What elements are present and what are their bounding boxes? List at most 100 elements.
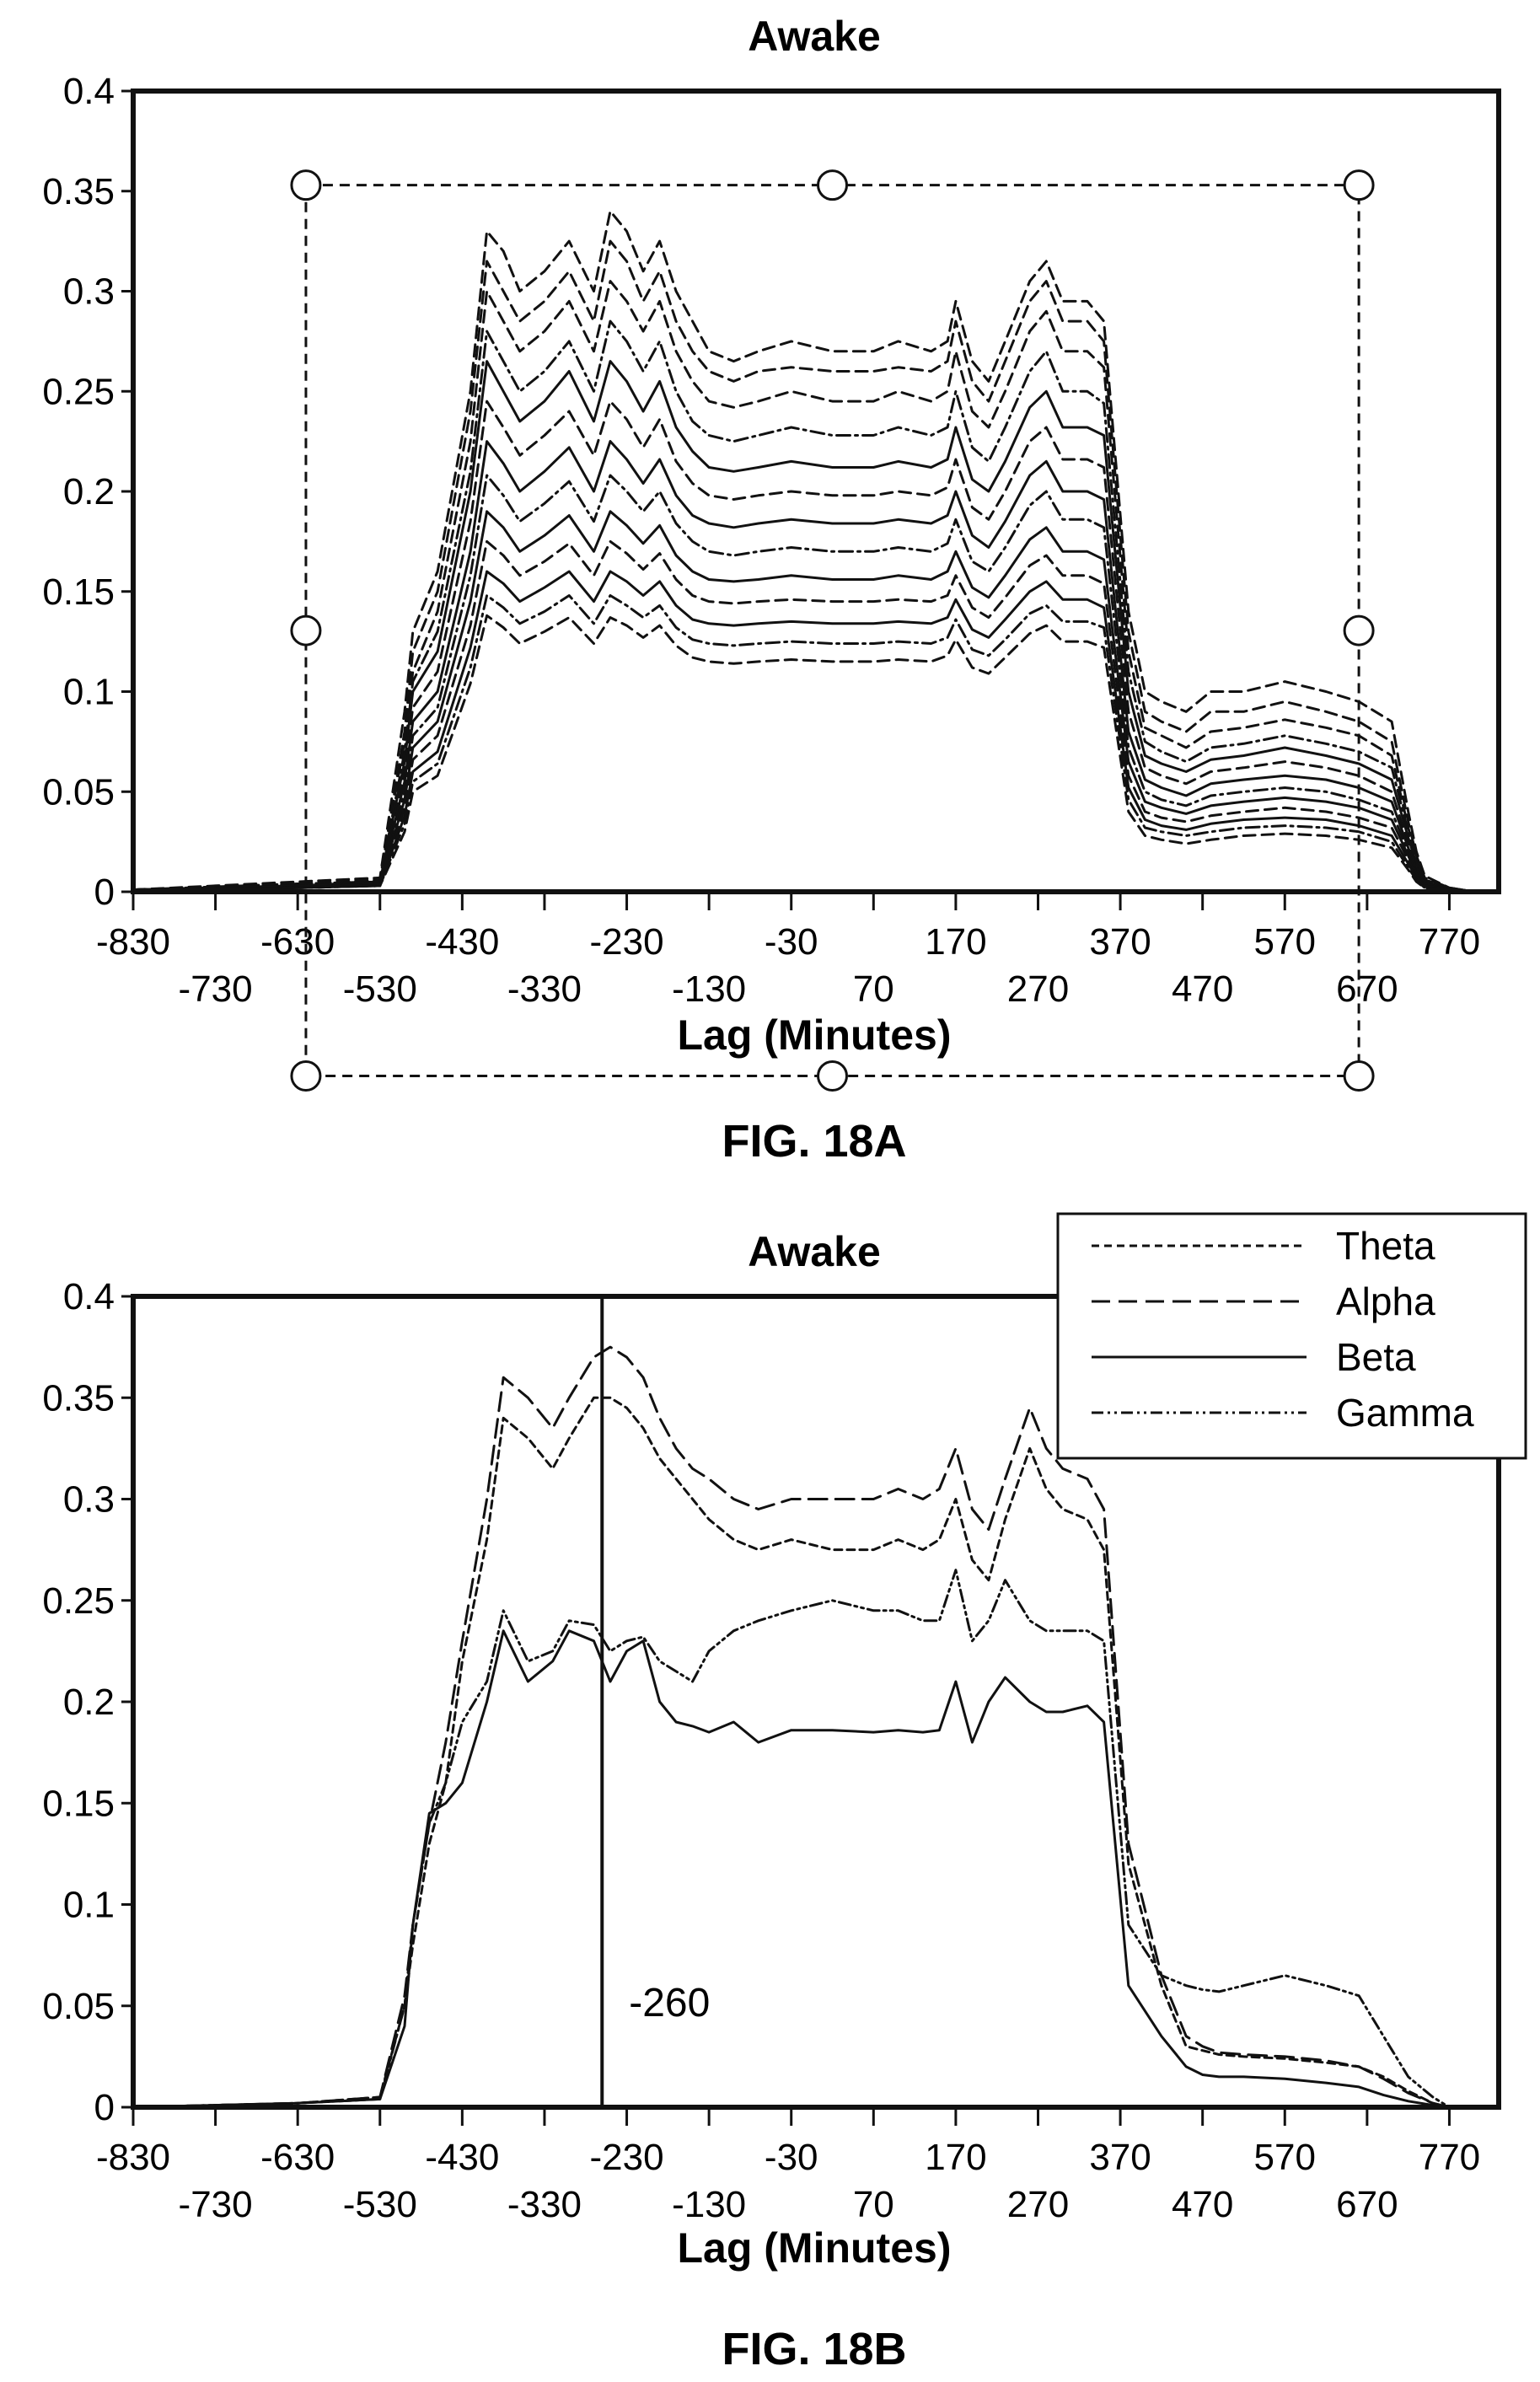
resize-handle[interactable] xyxy=(1343,1060,1375,1092)
x-tick-label: -730 xyxy=(179,968,253,1010)
x-tick-label: 470 xyxy=(1172,968,1233,1010)
chart-18a-x-label: Lag (Minutes) xyxy=(678,1011,952,1059)
x-tick-label: -730 xyxy=(179,2184,253,2225)
series-line-8 xyxy=(131,474,1476,893)
legend-label-gamma: Gamma xyxy=(1336,1391,1474,1435)
y-tick-label: 0.3 xyxy=(63,1479,115,1521)
legend-label-theta: Theta xyxy=(1336,1224,1435,1268)
x-tick-label: -230 xyxy=(590,2137,664,2178)
chart-18a: Awake 0 0.05 0.1 0.15 0.2 0.25 0.3 0.35 0.4 -830… xyxy=(42,13,1501,1167)
y-tick-label: 0.1 xyxy=(63,1885,115,1926)
resize-handle[interactable] xyxy=(1343,169,1375,201)
chart-18b-y-axis: 0 0.05 0.1 0.15 0.2 0.25 0.3 0.35 0.4 xyxy=(42,1276,133,2128)
x-tick-label: 170 xyxy=(925,921,986,963)
chart-18a-series-group xyxy=(131,210,1476,893)
marker-label: -260 xyxy=(629,1981,710,2025)
chart-18a-x-axis: -830 -630 -430 -230 -30 170 370 570 770 -730 -530 -… xyxy=(96,892,1480,1010)
x-tick-label: -430 xyxy=(425,2137,499,2178)
x-tick-label: 170 xyxy=(925,2137,986,2178)
y-tick-label: 0.15 xyxy=(42,1783,115,1824)
series-line-gamma xyxy=(131,1569,1451,2109)
x-tick-label: 570 xyxy=(1254,2137,1316,2178)
series-line-12 xyxy=(131,594,1476,893)
series-line-6 xyxy=(131,400,1476,893)
x-tick-label: 770 xyxy=(1419,2137,1480,2178)
x-tick-label: -830 xyxy=(96,921,170,963)
x-tick-label: -130 xyxy=(672,2184,746,2225)
chart-18a-plot-frame xyxy=(131,89,1501,894)
x-tick-label: -530 xyxy=(343,2184,417,2225)
x-tick-label: 70 xyxy=(853,968,894,1010)
y-tick-label: 0.3 xyxy=(63,271,115,313)
x-tick-label: -530 xyxy=(343,968,417,1010)
x-tick-label: 770 xyxy=(1419,921,1480,963)
legend-box xyxy=(1056,1212,1527,1460)
series-line-2 xyxy=(131,239,1476,893)
chart-18b-caption: FIG. 18B xyxy=(722,2324,906,2374)
chart-18b-annotation: -260 xyxy=(600,1296,710,2107)
chart-18a-title: Awake xyxy=(748,13,881,60)
y-tick-label: 0.4 xyxy=(63,1276,115,1317)
y-tick-label: 0 xyxy=(94,2087,115,2128)
series-line-1 xyxy=(131,210,1476,893)
series-line-11 xyxy=(131,570,1476,893)
y-tick-label: 0.05 xyxy=(42,1986,115,2027)
series-line-beta xyxy=(131,1629,1451,2109)
y-tick-label: 0.25 xyxy=(42,371,115,412)
y-tick-label: 0.2 xyxy=(63,1682,115,1723)
x-tick-label: -30 xyxy=(765,2137,818,2178)
x-tick-label: -630 xyxy=(260,921,335,963)
legend-label-alpha: Alpha xyxy=(1336,1280,1435,1323)
resize-handle[interactable] xyxy=(290,169,322,201)
x-tick-label: 270 xyxy=(1007,968,1069,1010)
series-line-10 xyxy=(131,539,1476,893)
x-tick-label: -330 xyxy=(507,2184,582,2225)
x-tick-label: 570 xyxy=(1254,921,1316,963)
chart-18a-selection-box[interactable] xyxy=(290,169,1375,1092)
series-line-3 xyxy=(131,280,1476,893)
y-tick-label: 0.35 xyxy=(42,1377,115,1419)
chart-18b-plot-frame xyxy=(131,1294,1501,2110)
chart-18b-title: Awake xyxy=(748,1228,881,1275)
x-tick-label: -430 xyxy=(425,921,499,963)
chart-18b-x-label: Lag (Minutes) xyxy=(678,2224,952,2272)
x-tick-label: -230 xyxy=(590,921,664,963)
x-tick-label: 70 xyxy=(853,2184,894,2225)
resize-handle[interactable] xyxy=(817,169,849,201)
x-tick-label: -30 xyxy=(765,921,818,963)
series-line-9 xyxy=(131,510,1476,893)
chart-18b-x-axis: -830 -630 -430 -230 -30 170 370 570 770 -730 -530 -… xyxy=(96,2107,1480,2225)
y-tick-label: 0.25 xyxy=(42,1580,115,1622)
y-tick-label: 0.2 xyxy=(63,471,115,512)
y-tick-label: 0 xyxy=(94,872,115,913)
y-tick-label: 0.05 xyxy=(42,771,115,813)
chart-18b-series-group xyxy=(131,1345,1451,2109)
series-line-alpha xyxy=(131,1345,1451,2109)
resize-handle[interactable] xyxy=(1343,614,1375,646)
x-tick-label: 270 xyxy=(1007,2184,1069,2225)
chart-18a-y-axis: 0 0.05 0.1 0.15 0.2 0.25 0.3 0.35 0.4 xyxy=(42,71,133,913)
chart-18a-caption: FIG. 18A xyxy=(722,1116,906,1167)
legend-label-beta: Beta xyxy=(1336,1335,1416,1379)
x-tick-label: 670 xyxy=(1336,968,1398,1010)
x-tick-label: -630 xyxy=(260,2137,335,2178)
x-tick-label: -330 xyxy=(507,968,582,1010)
x-tick-label: 370 xyxy=(1089,2137,1151,2178)
x-tick-label: 370 xyxy=(1089,921,1151,963)
y-tick-label: 0.1 xyxy=(63,672,115,713)
resize-handle[interactable] xyxy=(290,614,322,646)
chart-18b-legend: Theta Alpha Beta Gamma xyxy=(1056,1212,1527,1460)
series-line-5 xyxy=(131,360,1476,893)
x-tick-label: 470 xyxy=(1172,2184,1233,2225)
series-line-theta xyxy=(131,1396,1451,2109)
resize-handle[interactable] xyxy=(817,1060,849,1092)
y-tick-label: 0.15 xyxy=(42,571,115,613)
x-tick-label: -130 xyxy=(672,968,746,1010)
y-tick-label: 0.4 xyxy=(63,71,115,112)
resize-handle[interactable] xyxy=(290,1060,322,1092)
chart-18b: Awake 0 0.05 0.1 0.15 0.2 0.25 0.3 0.35 0.4 -830… xyxy=(42,1212,1527,2374)
series-line-13 xyxy=(131,614,1476,893)
series-line-4 xyxy=(131,319,1476,893)
x-tick-label: -830 xyxy=(96,2137,170,2178)
